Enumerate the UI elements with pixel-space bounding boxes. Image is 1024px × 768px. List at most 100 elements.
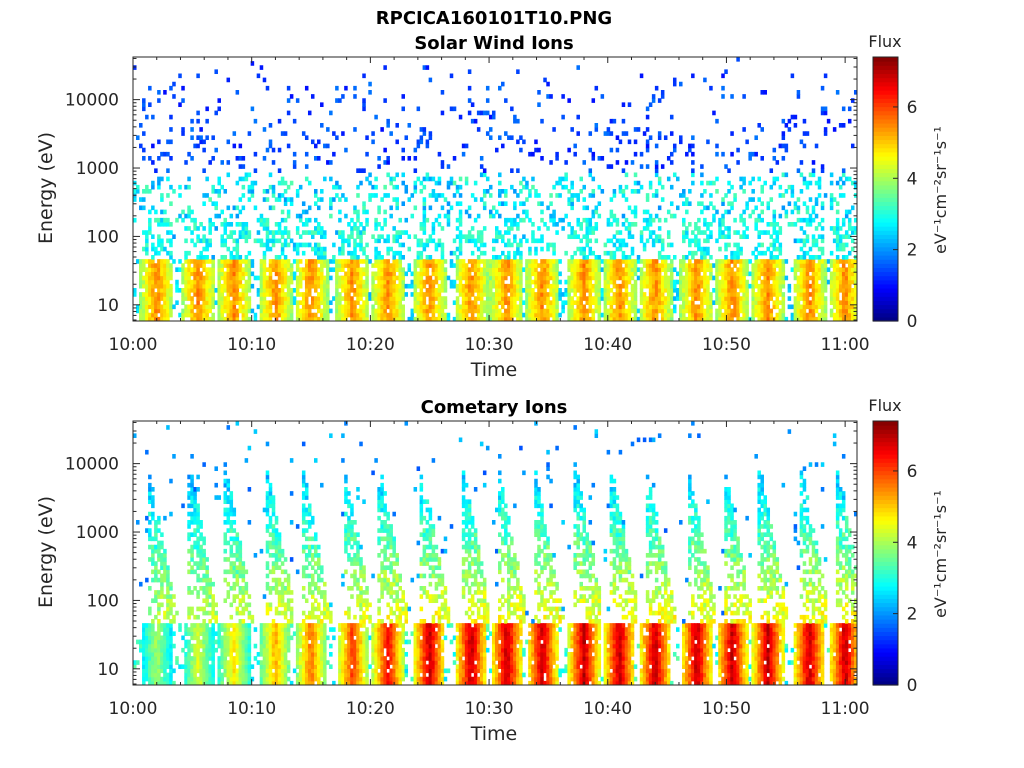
heatmap-cell xyxy=(320,300,324,306)
heatmap-cell xyxy=(576,197,580,202)
heatmap-cell xyxy=(820,234,825,240)
heatmap-cell xyxy=(606,127,611,132)
heatmap-cell xyxy=(606,271,611,277)
heatmap-cell xyxy=(422,292,427,297)
heatmap-cell xyxy=(169,292,173,297)
heatmap-cell xyxy=(633,213,638,219)
heatmap-cell xyxy=(314,143,318,149)
heatmap-cell xyxy=(561,114,565,120)
heatmap-cell xyxy=(739,184,743,190)
heatmap-cell xyxy=(850,230,855,235)
heatmap-cell xyxy=(790,73,795,79)
heatmap-cell xyxy=(537,147,541,153)
heatmap-cell xyxy=(510,279,514,285)
heatmap-cell xyxy=(657,238,662,244)
heatmap-cell xyxy=(332,267,336,273)
heatmap-cell xyxy=(280,300,285,306)
heatmap-cell xyxy=(531,151,535,157)
heatmap-cell xyxy=(145,271,149,277)
heatmap-cell xyxy=(160,296,164,301)
heatmap-cell xyxy=(368,259,372,264)
heatmap-cell xyxy=(639,275,644,281)
heatmap-cell xyxy=(365,135,369,141)
heatmap-cell xyxy=(660,288,665,293)
heatmap-cell xyxy=(579,226,583,231)
heatmap-cell xyxy=(501,304,505,310)
heatmap-cell xyxy=(223,296,228,301)
heatmap-cell xyxy=(612,250,617,256)
heatmap-cell xyxy=(742,176,746,182)
heatmap-cell xyxy=(829,296,834,301)
heatmap-cell xyxy=(742,300,746,306)
heatmap-cell xyxy=(392,271,396,277)
heatmap-cell xyxy=(796,308,801,314)
heatmap-cell xyxy=(630,246,635,252)
heatmap-cell xyxy=(160,217,164,223)
heatmap-cell xyxy=(555,275,559,281)
heatmap-cell xyxy=(416,263,421,268)
heatmap-cell xyxy=(751,197,755,202)
heatmap-cell xyxy=(642,246,647,252)
heatmap-cell xyxy=(691,151,695,157)
heatmap-cell xyxy=(645,193,650,198)
heatmap-cell xyxy=(208,279,212,285)
heatmap-cell xyxy=(419,180,424,186)
heatmap-cell xyxy=(298,279,303,285)
heatmap-cell xyxy=(645,316,650,322)
heatmap-cell xyxy=(133,288,137,293)
heatmap-cell xyxy=(594,123,599,128)
heatmap-cell xyxy=(588,271,593,277)
heatmap-cell xyxy=(679,283,683,289)
heatmap-cell xyxy=(682,234,686,240)
heatmap-cell xyxy=(555,304,559,310)
heatmap-cell xyxy=(688,259,692,264)
heatmap-cell xyxy=(621,102,626,108)
heatmap-cell xyxy=(814,304,819,310)
heatmap-cell xyxy=(621,222,626,227)
heatmap-cell xyxy=(238,304,243,310)
heatmap-cell xyxy=(407,156,412,161)
heatmap-cell xyxy=(473,197,478,202)
heatmap-cell xyxy=(633,205,638,211)
heatmap-cell xyxy=(368,180,372,186)
heatmap-cell xyxy=(682,283,686,289)
heatmap-cell xyxy=(160,151,164,157)
heatmap-cell xyxy=(591,176,596,182)
heatmap-cell xyxy=(528,300,532,306)
heatmap-cell xyxy=(344,213,348,219)
heatmap-cell xyxy=(787,304,792,310)
heatmap-cell xyxy=(256,73,261,79)
heatmap-cell xyxy=(356,213,360,219)
heatmap-cell xyxy=(697,296,701,301)
heatmap-cell xyxy=(519,217,523,223)
heatmap-cell xyxy=(157,238,161,244)
heatmap-cell xyxy=(648,288,653,293)
heatmap-cell xyxy=(754,271,758,277)
heatmap-cell xyxy=(609,279,614,285)
heatmap-cell xyxy=(268,205,273,211)
heatmap-cell xyxy=(226,172,231,178)
heatmap-cell xyxy=(473,238,478,244)
heatmap-cell xyxy=(847,275,852,281)
heatmap-cell xyxy=(295,300,300,306)
heatmap-cell xyxy=(570,193,574,198)
heatmap-cell xyxy=(522,267,526,273)
heatmap-cell xyxy=(712,180,716,186)
heatmap-cell xyxy=(238,275,243,281)
heatmap-cell xyxy=(751,300,755,306)
heatmap-cell xyxy=(187,292,191,297)
heatmap-cell xyxy=(250,263,255,268)
heatmap-cell xyxy=(247,275,252,281)
heatmap-cell xyxy=(853,90,858,95)
heatmap-cell xyxy=(464,288,469,293)
heatmap-cell xyxy=(540,267,544,273)
heatmap-cell xyxy=(232,267,237,273)
heatmap-cell xyxy=(452,316,457,322)
heatmap-cell xyxy=(612,312,617,318)
heatmap-cell xyxy=(537,275,541,281)
heatmap-cell xyxy=(148,226,152,231)
heatmap-cell xyxy=(715,259,719,264)
heatmap-cell xyxy=(229,259,234,264)
heatmap-cell xyxy=(766,271,771,277)
heatmap-cell xyxy=(688,292,692,297)
